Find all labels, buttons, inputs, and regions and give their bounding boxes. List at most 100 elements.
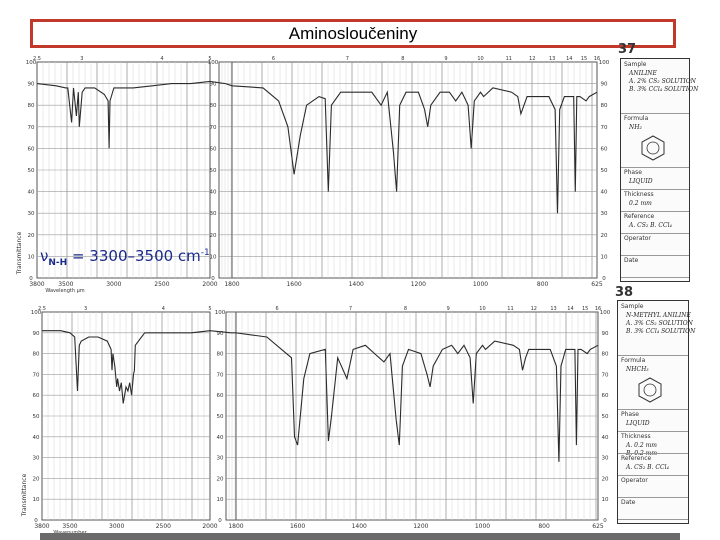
side-field-label: Phase — [624, 169, 642, 176]
y-tick-label-right: 40 — [601, 190, 608, 196]
side-divider — [618, 431, 688, 432]
side-divider — [621, 113, 689, 114]
x-tick-label-wavelength: 3 — [84, 306, 87, 312]
side-divider — [618, 519, 688, 520]
x-tick-label-wavenumber: 1000 — [473, 281, 488, 288]
side-divider — [621, 255, 689, 256]
y-tick-label: 100 — [31, 310, 42, 316]
y-tick-label-right: 70 — [601, 125, 608, 131]
y-tick-label: 0 — [29, 276, 33, 282]
y-tick-label: 50 — [33, 414, 40, 420]
annotation-sup: -1 — [200, 248, 210, 258]
side-field-value: 0.2 mm — [629, 200, 652, 207]
spectrum-number-37: 37 — [618, 42, 637, 57]
sample-info-panel-n-methyl-aniline: Sample N-METHYL ANILINE A. 3% CS₂ SOLUTION… — [617, 300, 695, 524]
y-tick-label-right: 30 — [602, 456, 609, 462]
spectrum-panel-37 — [36, 61, 598, 279]
x-tick-label-wavenumber: 2000 — [202, 523, 217, 530]
side-divider — [618, 497, 688, 498]
y-tick-label: 90 — [28, 82, 35, 88]
side-field-label: Operator — [621, 477, 648, 484]
y-tick-label-mid: 30 — [210, 211, 217, 217]
y-tick-label-right: 60 — [601, 146, 608, 152]
y-tick-label-mid: 10 — [210, 254, 217, 260]
x-tick-label-wavelength: 4 — [162, 306, 165, 312]
x-tick-label-wavenumber: 3500 — [62, 523, 77, 530]
x-tick-label-wavelength: 15 — [581, 56, 587, 62]
y-tick-label-right: 100 — [600, 310, 611, 316]
x-tick-label-wavelength: 2.5 — [33, 56, 41, 62]
x-tick-label-wavelength: 6 — [272, 56, 275, 62]
x-tick-label-wavelength: 12 — [531, 306, 537, 312]
y-tick-label: 70 — [33, 372, 40, 378]
side-field-label: Operator — [624, 235, 651, 242]
y-tick-label-right: 10 — [602, 497, 609, 503]
annotation-text: = 3300–3500 cm — [67, 247, 201, 265]
x-tick-label-wavenumber: 2000 — [202, 281, 217, 288]
x-tick-label-wavelength: 10 — [477, 56, 483, 62]
y-tick-label: 20 — [33, 476, 40, 482]
y-tick-label-mid: 40 — [217, 435, 224, 441]
y-tick-label-mid: 40 — [210, 190, 217, 196]
side-divider — [621, 277, 689, 278]
x-tick-label-wavelength: 12 — [529, 56, 535, 62]
nh-stretch-annotation: νN-H = 3300–3500 cm-1 — [40, 247, 210, 268]
x-tick-label-wavelength: 7 — [349, 306, 352, 312]
x-tick-label-wavenumber: 800 — [538, 523, 550, 530]
slide-title-box: Aminosloučeniny — [30, 19, 676, 48]
y-tick-label-mid: 80 — [210, 103, 217, 109]
side-field-value: A. 3% CS₂ SOLUTION — [626, 320, 693, 327]
side-field-label: Formula — [624, 115, 649, 122]
y-tick-label-right: 40 — [602, 435, 609, 441]
side-field-label: Date — [621, 499, 636, 506]
side-field-label: Sample — [621, 303, 644, 310]
side-field-value: ANILINE — [629, 70, 657, 77]
x-tick-label-wavelength: 10 — [479, 306, 485, 312]
y-tick-label-mid: 80 — [217, 352, 224, 358]
y-tick-label: 30 — [28, 211, 35, 217]
side-field-label: Reference — [624, 213, 655, 220]
x-tick-label-wavelength: 9 — [444, 56, 447, 62]
spectrum-trace — [36, 80, 598, 214]
x-tick-label-wavelength: 5 — [208, 56, 211, 62]
sample-info-panel-aniline: Sample ANILINE A. 2% CS₂ SOLUTION B. 3% CCl… — [620, 58, 698, 282]
y-tick-label-mid: 60 — [217, 393, 224, 399]
y-tick-label-right: 100 — [599, 60, 610, 66]
side-divider — [621, 189, 689, 190]
y-tick-label-mid: 20 — [210, 233, 217, 239]
x-tick-label-wavenumber: 1400 — [352, 523, 367, 530]
x-tick-label-wavelength: 13 — [550, 306, 556, 312]
y-tick-label-mid: 100 — [215, 310, 226, 316]
y-tick-label-mid: 10 — [217, 497, 224, 503]
y-tick-label-mid: 30 — [217, 456, 224, 462]
x-tick-label-wavenumber: 1600 — [290, 523, 305, 530]
side-field-label: Formula — [621, 357, 646, 364]
side-divider — [618, 409, 688, 410]
x-tick-label-wavelength: 5 — [208, 306, 211, 312]
benzene-ring-icon — [641, 135, 665, 161]
x-tick-label-wavenumber: 3500 — [58, 281, 73, 288]
side-field-value: A. 0.2 mm — [626, 442, 657, 449]
x-tick-label-wavenumber: 625 — [591, 281, 603, 288]
y-tick-label: 60 — [33, 393, 40, 399]
side-field-label: Thickness — [621, 433, 651, 440]
x-tick-label-wavenumber: 3000 — [106, 281, 121, 288]
x-tick-label-wavenumber: 1200 — [411, 281, 426, 288]
x-tick-label-wavelength: 8 — [404, 306, 407, 312]
x-tick-label-wavenumber: 1600 — [286, 281, 301, 288]
y-tick-label: 40 — [33, 435, 40, 441]
side-field-value: LIQUID — [626, 420, 650, 427]
side-field-value: B. 3% CCl₄ SOLUTION — [626, 328, 696, 335]
y-tick-label: 80 — [33, 352, 40, 358]
y-tick-label: 90 — [33, 331, 40, 337]
benzene-ring-icon — [638, 377, 662, 403]
y-tick-label: 100 — [26, 60, 37, 66]
x-tick-label-wavenumber: 3800 — [34, 523, 49, 530]
y-tick-label: 40 — [28, 190, 35, 196]
y-tick-label: 60 — [28, 146, 35, 152]
x-tick-label-wavelength: 11 — [507, 306, 513, 312]
y-tick-label: 0 — [34, 518, 38, 524]
side-field-label: Phase — [621, 411, 639, 418]
